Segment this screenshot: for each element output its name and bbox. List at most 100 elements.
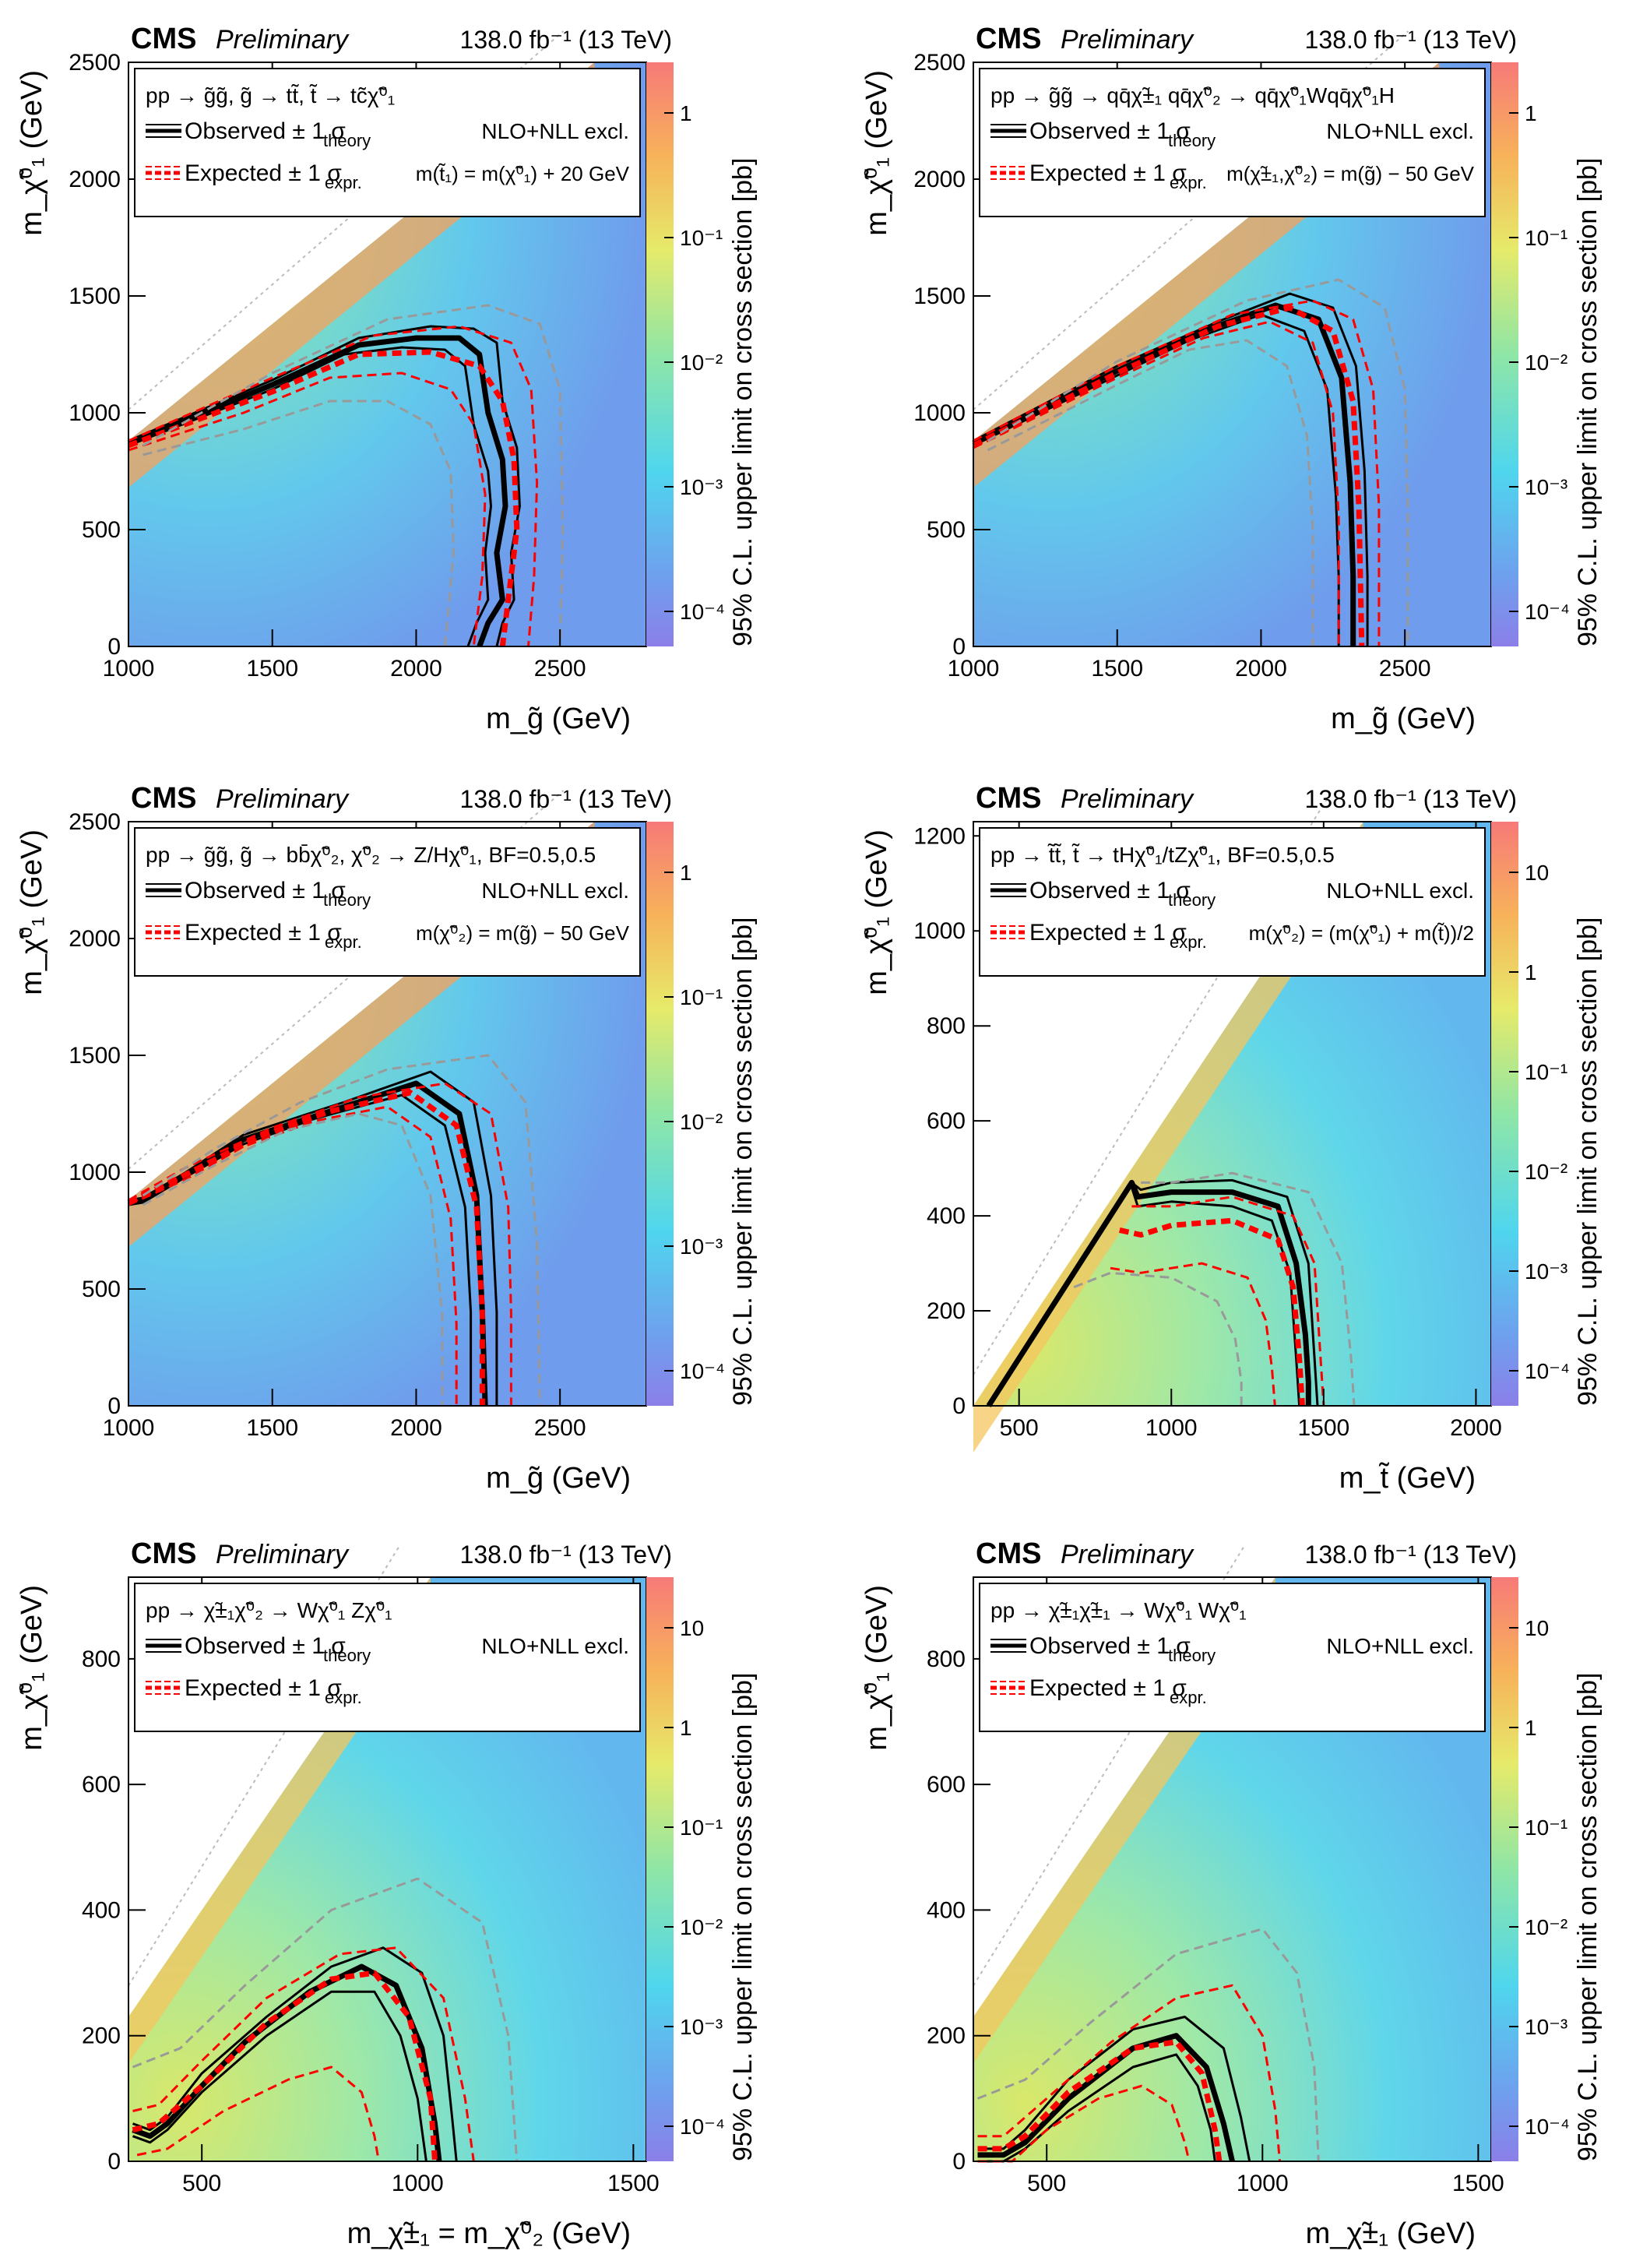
colorbar-tick-label: 1 [680,1716,692,1740]
colorbar [646,62,674,646]
contour-expected-1- [132,1946,475,2162]
y-tick-label: 1000 [913,918,966,944]
contour-expected-1- [136,2066,380,2162]
legend-box [134,68,641,217]
contour-observed-1- [128,1070,498,1406]
contour-observed-1- [128,1094,473,1406]
colorbar-label: 95% C.L. upper limit on cross section [p… [1573,917,1603,1406]
y-tick-label: 500 [82,1277,121,1302]
preliminary-label: Preliminary [1061,784,1194,814]
colorbar-tick-label: 10⁻² [680,350,723,375]
x-tick-label: 1500 [607,2171,660,2196]
contour-expected [1119,1217,1305,1407]
y-tick-label: 2000 [913,167,966,192]
y-axis-label: m_χ̃⁰₁ (GeV) [16,70,48,236]
contour-observed-1- [132,1990,427,2162]
legend-excl: NLO+NLL excl. [481,119,629,143]
preliminary-label: Preliminary [1061,25,1194,55]
y-axis-label: m_χ̃⁰₁ (GeV) [860,829,893,995]
contour-expected-1- [128,325,539,647]
chart-panel-4: 500 1000 1500 2000 0 200 400 600 800 1000 1200 m_t̃… [860,782,1603,1495]
legend-expected-sub: expr. [1170,173,1207,192]
y-tick-label: 500 [927,517,966,543]
contour-observed [986,1179,1311,1407]
contour-observed-1- [1131,1178,1319,1407]
y-axis-label: m_χ̃⁰₁ (GeV) [860,70,893,236]
colorbar-tick-label: 10⁻³ [680,1234,723,1259]
lumi-label: 138.0 fb⁻¹ (13 TeV) [460,785,672,813]
y-tick-label: 0 [952,634,966,660]
legend-observed-sub: theory [1168,131,1216,150]
contour-expected-1- [1131,1196,1325,1407]
x-axis-label: m_χ̃±₁ = m_χ̃⁰₂ (GeV) [347,2217,631,2250]
y-tick-label: 600 [927,1772,966,1798]
colorbar [1491,62,1518,646]
cms-label: CMS [976,23,1041,55]
x-tick-label: 1500 [1297,1415,1349,1441]
y-tick-label: 0 [952,1393,966,1419]
y-tick-label: 200 [82,2023,121,2049]
x-axis-label: m_g̃ (GeV) [486,703,631,735]
kinematic-limit-line [973,30,1409,410]
y-tick-label: 800 [82,1646,121,1672]
x-tick-label: 500 [1027,2171,1066,2196]
y-tick-label: 0 [107,634,121,660]
chart-panel-6: 500 1000 1500 0 200 400 600 800 m_χ̃±₁ (GeV) m_χ̃… [860,1537,1603,2250]
x-tick-label: 1000 [392,2171,444,2196]
legend-process: pp → t̃t̃, t̃ → tHχ̃⁰₁/tZχ̃⁰₁, BF=0.5,0.… [990,843,1335,867]
legend-expected: Expected ± 1 σ [1029,920,1187,946]
colorbar-tick-label: 10⁻⁴ [680,2115,725,2139]
diagonal-band [973,822,1363,1453]
legend-observed: Observed ± 1 σ [1029,118,1191,144]
contour-expected-1- [977,1984,1281,2162]
lumi-label: 138.0 fb⁻¹ (13 TeV) [1305,1541,1517,1569]
x-tick-label: 1500 [1091,656,1143,681]
x-tick-label: 2500 [1379,656,1431,681]
legend-excl: NLO+NLL excl. [1326,879,1474,903]
y-tick-label: 500 [82,517,121,543]
x-tick-label: 1000 [1145,1415,1198,1441]
contour-observed [977,2033,1235,2162]
x-tick-label: 1000 [948,656,1000,681]
x-tick-label: 1500 [1452,2171,1504,2196]
x-tick-label: 1500 [246,656,298,681]
colorbar [1491,822,1518,1406]
contour-expected-1- [128,372,487,647]
colorbar-label: 95% C.L. upper limit on cross section [p… [728,917,758,1406]
contour-expected-1- [1110,1262,1276,1407]
contour-expected [977,2039,1223,2162]
legend-excl: NLO+NLL excl. [481,1634,629,1658]
colorbar-label: 95% C.L. upper limit on cross section [p… [1573,158,1603,646]
legend-box [979,1583,1486,1732]
colorbar-tick-label: 10⁻⁴ [680,600,725,624]
legend-condition: m(χ̃⁰₂) = (m(χ̃⁰₁) + m(t̃))/2 [1249,921,1474,945]
y-tick-label: 1000 [69,1160,121,1185]
contour-expected-1- [977,2084,1191,2163]
legend-process: pp → χ̃±₁χ̃⁰₂ → Wχ̃⁰₁ Zχ̃⁰₁ [146,1598,392,1622]
colorbar-tick-label: 10⁻⁴ [1525,1359,1570,1383]
colorbar-tick-label: 10 [680,1616,704,1640]
y-tick-label: 200 [927,2023,966,2049]
kinematic-limit-line [128,30,565,410]
legend-observed-sub: theory [1168,1646,1216,1665]
y-axis-label: m_χ̃⁰₁ (GeV) [16,829,48,995]
y-tick-label: 0 [107,2149,121,2175]
legend-observed-sub: theory [323,890,371,910]
y-tick-label: 200 [927,1298,966,1324]
contour-expected-2- [1073,1271,1243,1406]
lumi-label: 138.0 fb⁻¹ (13 TeV) [460,1541,672,1569]
colorbar-tick-label: 10 [1525,1616,1549,1640]
legend-box [134,827,641,977]
legend-process: pp → g̃g̃ → qq̄χ̃±₁ qq̄χ̃⁰₂ → qq̄χ̃⁰₁Wqq… [990,83,1395,107]
colorbar-tick-label: 10⁻² [1525,1160,1567,1184]
colorbar-tick-label: 10 [1525,861,1549,885]
x-tick-label: 1000 [103,1415,155,1441]
legend-observed-sub: theory [323,131,371,150]
contour-observed-1- [128,346,492,647]
y-tick-label: 2000 [69,926,121,952]
x-tick-label: 2000 [1450,1415,1502,1441]
kinematic-limit-line [128,790,565,1170]
legend-expected: Expected ± 1 σ [185,160,342,186]
colorbar-tick-label: 10⁻³ [1525,2015,1567,2039]
y-tick-label: 1500 [69,284,121,309]
